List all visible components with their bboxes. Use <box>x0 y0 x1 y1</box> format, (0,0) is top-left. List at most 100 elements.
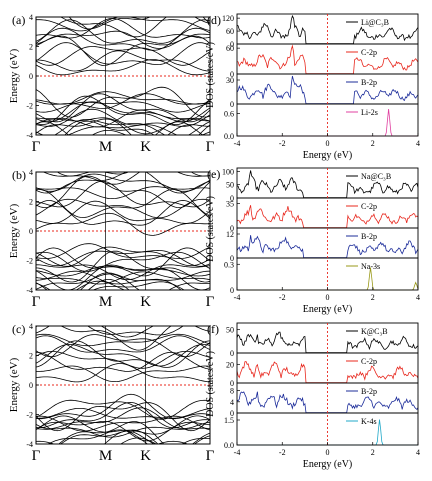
band-line <box>36 281 186 290</box>
y-tick-label: 0.6 <box>224 110 234 119</box>
legend-label: B-2p <box>361 232 377 241</box>
panel-label: (f) <box>207 322 219 336</box>
band-line <box>36 334 210 358</box>
band-line <box>56 172 210 177</box>
y-tick-label: 4 <box>29 13 33 22</box>
k-point-label: K <box>140 448 151 464</box>
y-tick-label: 0 <box>230 100 234 109</box>
panel-label: (b) <box>12 168 26 182</box>
band-lines <box>36 17 210 135</box>
y-tick-label: 0.3 <box>224 260 234 269</box>
y-tick-label: 0 <box>230 379 234 388</box>
y-tick-label: 30 <box>226 76 234 85</box>
band-line <box>36 212 210 236</box>
y-tick-label: 60 <box>226 27 234 36</box>
band-line <box>36 50 210 72</box>
legend-label: C-2p <box>361 357 377 366</box>
band-line <box>36 264 210 281</box>
y-tick-label: 8 <box>230 387 234 396</box>
x-axis-label: Energy (eV) <box>303 459 353 470</box>
band-line <box>36 343 210 367</box>
y-axis-label: Energy (eV) <box>8 357 20 412</box>
band-line <box>36 42 210 65</box>
band-line <box>36 351 210 369</box>
dos-panel: 120600Li@C₃B600C-2p300B-2p0.60.0Li-2s-4-… <box>205 13 420 161</box>
y-tick-label: -2 <box>26 411 33 420</box>
band-line <box>36 180 210 208</box>
band-line <box>36 95 210 125</box>
band-line <box>36 440 190 444</box>
band-line <box>58 421 210 444</box>
legend-label: Li@C₃B <box>361 18 389 27</box>
x-tick-label: -2 <box>279 448 286 457</box>
band-line <box>68 17 210 30</box>
band-line <box>36 91 210 105</box>
band-structure-panel: 420-2-4Γ M K Γ(c)Energy (eV) <box>8 322 215 464</box>
k-point-label: Γ <box>206 448 215 464</box>
band-line <box>36 251 210 272</box>
x-tick-label: 0 <box>326 448 330 457</box>
y-tick-label: -4 <box>26 131 33 140</box>
dos-subplot: 0.6 0.0 Li-2s <box>224 103 419 141</box>
legend-label: B-2p <box>361 387 377 396</box>
y-axis-label: DOS (states/eV) <box>205 42 216 108</box>
y-tick-label: 0 <box>230 286 234 295</box>
k-point-label: Γ <box>32 294 41 310</box>
legend-label: Na@C₃B <box>361 172 391 181</box>
band-line <box>36 363 210 383</box>
k-point-label: M <box>99 448 112 464</box>
band-line <box>36 402 210 432</box>
band-line <box>36 247 210 277</box>
band-line <box>36 265 210 277</box>
y-tick-label: 0 <box>230 254 234 263</box>
band-line <box>36 109 210 128</box>
x-tick-label: 4 <box>416 293 420 302</box>
band-line <box>36 59 210 76</box>
band-line <box>42 172 210 185</box>
k-point-label: Γ <box>32 139 41 155</box>
band-line <box>36 19 210 44</box>
dos-panel: 50 0 K@C₃B 20 0 C-2p 8 4 0 B-2p 1.5 0.0 K-4s -4 -2 0 2 4 E… <box>205 322 420 470</box>
y-tick-label: 50 <box>226 181 234 190</box>
dos-subplot: 1.5 0.0 K-4s <box>224 412 419 450</box>
y-axis-label: DOS (states/eV) <box>205 351 216 417</box>
k-point-label: K <box>140 294 151 310</box>
x-tick-label: 2 <box>371 293 375 302</box>
k-point-label: K <box>140 139 151 155</box>
y-tick-label: 0 <box>29 227 33 236</box>
legend-label: Na-3s <box>361 262 380 271</box>
x-tick-label: -4 <box>234 448 241 457</box>
y-tick-label: 4 <box>29 168 33 177</box>
band-line <box>91 130 128 135</box>
legend-label: Li-2s <box>361 108 378 117</box>
y-axis-label: Energy (eV) <box>8 48 20 103</box>
x-axis-label: Energy (eV) <box>303 150 353 161</box>
band-line <box>36 93 210 109</box>
band-line <box>36 352 210 372</box>
band-line <box>36 421 210 442</box>
y-tick-label: 2 <box>29 352 33 361</box>
y-tick-label: 1.5 <box>224 416 234 425</box>
x-tick-label: 2 <box>371 139 375 148</box>
y-tick-label: 12 <box>226 230 234 239</box>
y-tick-label: 0 <box>29 381 33 390</box>
band-line <box>36 200 210 226</box>
band-line <box>36 393 210 420</box>
panel-label: (a) <box>12 13 25 27</box>
y-tick-label: 0.0 <box>224 441 234 450</box>
x-tick-label: 4 <box>416 448 420 457</box>
y-tick-label: -2 <box>26 102 33 111</box>
band-line <box>36 46 210 66</box>
x-tick-label: 4 <box>416 139 420 148</box>
band-structure-panel: 420-2-4Γ M K Γ(b)Energy (eV) <box>8 168 215 310</box>
band-line <box>36 365 210 382</box>
band-line <box>36 250 210 267</box>
x-tick-label: -2 <box>279 139 286 148</box>
band-line <box>36 198 210 219</box>
legend-label: C-2p <box>361 202 377 211</box>
legend-label: K-4s <box>361 417 377 426</box>
band-line <box>59 429 210 444</box>
x-tick-label: -4 <box>234 139 241 148</box>
